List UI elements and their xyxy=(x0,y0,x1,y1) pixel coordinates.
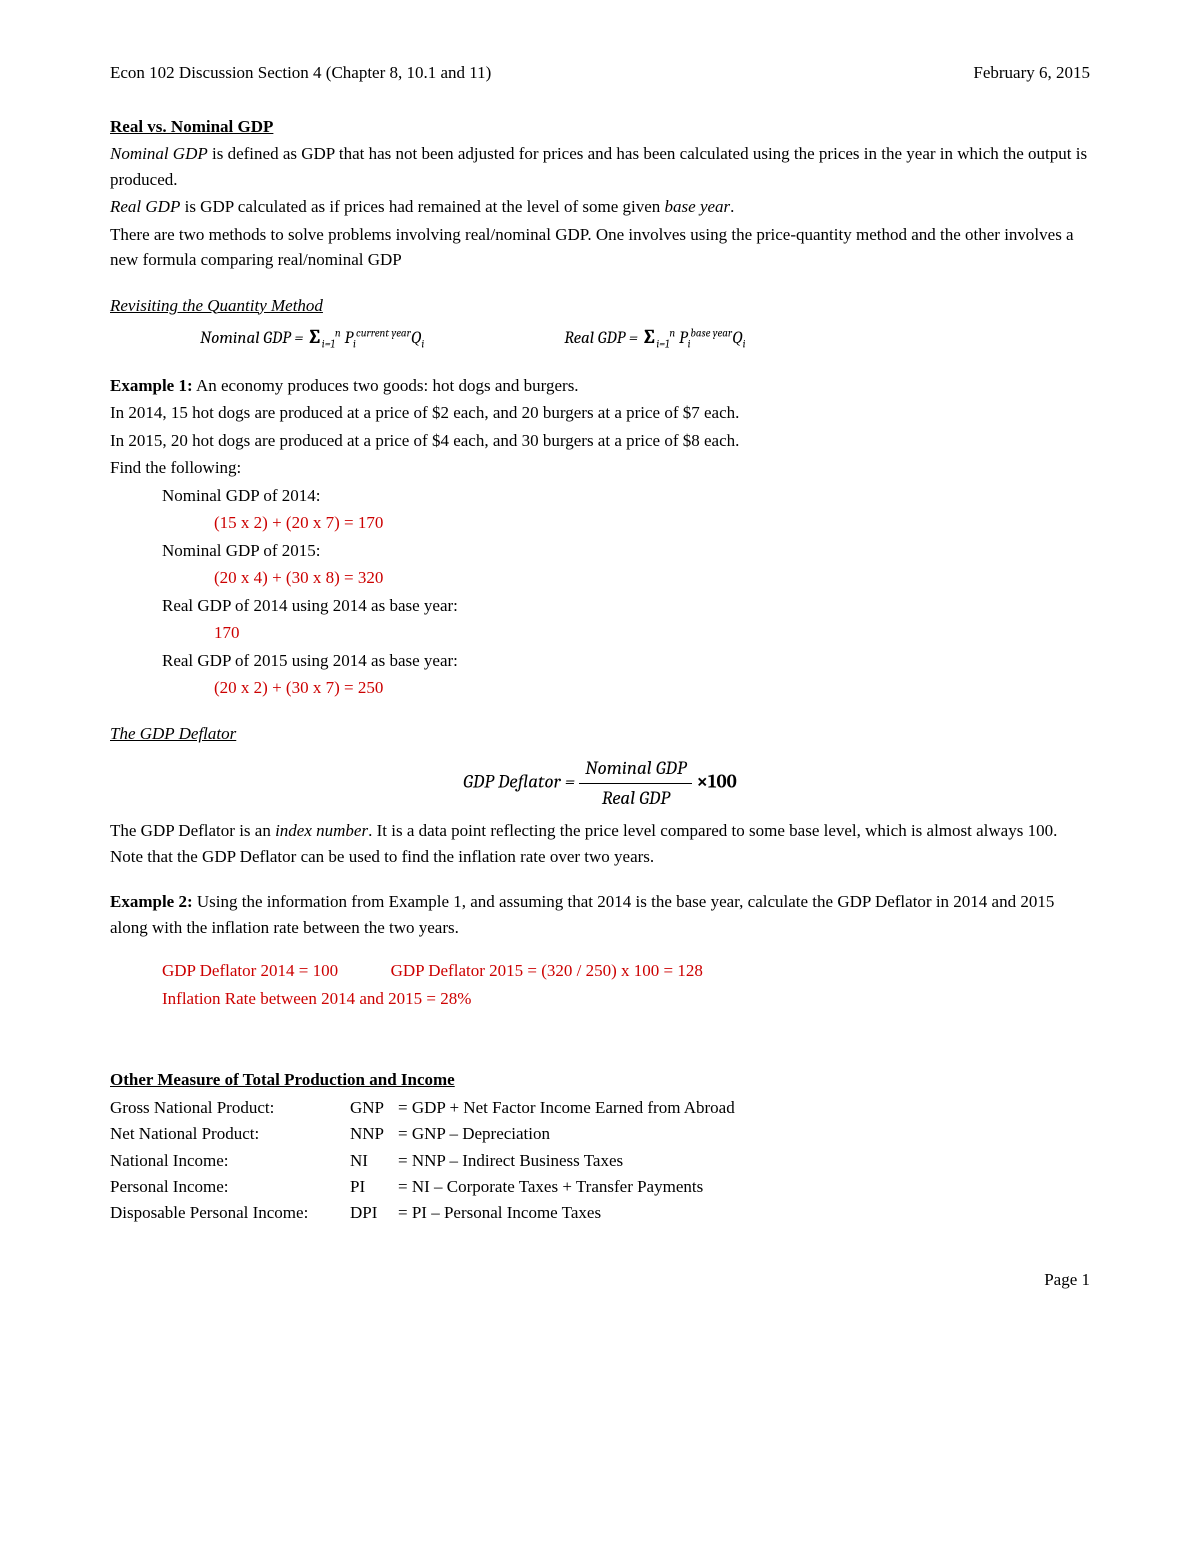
example1-title: Example 1: xyxy=(110,376,193,395)
sum-symbol: ∑ xyxy=(307,325,322,348)
header-left: Econ 102 Discussion Section 4 (Chapter 8… xyxy=(110,60,491,86)
nominal-gdp-formula: Nominal GDP = ∑i=1n Picurrent yearQi xyxy=(110,322,424,353)
example2-ans2: Inflation Rate between 2014 and 2015 = 2… xyxy=(110,986,1090,1012)
measure-symbol: NI xyxy=(350,1148,398,1174)
measure-symbol: NNP xyxy=(350,1121,398,1147)
nominal-gdp-definition: Nominal GDP is defined as GDP that has n… xyxy=(110,141,1090,192)
example1-intro: Example 1: An economy produces two goods… xyxy=(110,373,1090,399)
q-var: Q xyxy=(411,329,422,348)
measure-label: National Income: xyxy=(110,1148,350,1174)
measure-symbol: PI xyxy=(350,1174,398,1200)
p-var: P xyxy=(341,329,353,348)
frac-top: Nominal GDP xyxy=(579,754,692,784)
methods-text: There are two methods to solve problems … xyxy=(110,222,1090,273)
example1-find: Find the following: xyxy=(110,455,1090,481)
example2-title: Example 2: xyxy=(110,892,193,911)
measure-label: Personal Income: xyxy=(110,1174,350,1200)
header-right: February 6, 2015 xyxy=(973,60,1090,86)
real-gdp-formula: Real GDP = ∑i=1n Pibase yearQi xyxy=(424,322,745,353)
term-nominal-gdp: Nominal GDP xyxy=(110,144,208,163)
example1-a4: (20 x 2) + (30 x 7) = 250 xyxy=(110,675,1090,701)
measure-def: = NNP – Indirect Business Taxes xyxy=(398,1148,623,1174)
real-label: Real GDP = xyxy=(564,329,641,348)
real-def-text-1: is GDP calculated as if prices had remai… xyxy=(180,197,664,216)
subhead-quantity-method: Revisiting the Quantity Method xyxy=(110,293,1090,319)
other-measures-block: Other Measure of Total Production and In… xyxy=(110,1067,1090,1226)
measures-heading: Other Measure of Total Production and In… xyxy=(110,1067,1090,1093)
nominal-def-text: is defined as GDP that has not been adju… xyxy=(110,144,1087,189)
example2-ans1a: GDP Deflator 2014 = 100 xyxy=(162,961,338,980)
sum-sub: i=1 xyxy=(322,337,335,350)
measures-row: Gross National Product: GNP = GDP + Net … xyxy=(110,1095,1090,1121)
p-sup-current: current year xyxy=(356,326,411,339)
subhead-gdp-deflator: The GDP Deflator xyxy=(110,721,1090,747)
term-index-number: index number xyxy=(275,821,368,840)
quantity-method-block: Revisiting the Quantity Method Nominal G… xyxy=(110,293,1090,353)
measure-label: Disposable Personal Income: xyxy=(110,1200,350,1226)
example2-ans1b: GDP Deflator 2015 = (320 / 250) x 100 = … xyxy=(391,961,703,980)
measure-label: Net National Product: xyxy=(110,1121,350,1147)
measure-symbol: GNP xyxy=(350,1095,398,1121)
page-footer: Page 1 xyxy=(110,1267,1090,1293)
example-1: Example 1: An economy produces two goods… xyxy=(110,373,1090,701)
example1-q2: Nominal GDP of 2015: xyxy=(110,538,1090,564)
example1-a1: (15 x 2) + (20 x 7) = 170 xyxy=(110,510,1090,536)
measure-def: = GNP – Depreciation xyxy=(398,1121,550,1147)
measure-label: Gross National Product: xyxy=(110,1095,350,1121)
example-2: Example 2: Using the information from Ex… xyxy=(110,889,1090,1011)
deflator-lhs: GDP Deflator = xyxy=(463,771,579,793)
q-var: Q xyxy=(732,329,743,348)
example1-q4: Real GDP of 2015 using 2014 as base year… xyxy=(110,648,1090,674)
measure-def: = NI – Corporate Taxes + Transfer Paymen… xyxy=(398,1174,703,1200)
deflator-desc-1: The GDP Deflator is an xyxy=(110,821,275,840)
measures-row: Personal Income: PI = NI – Corporate Tax… xyxy=(110,1174,1090,1200)
measures-row: Net National Product: NNP = GNP – Deprec… xyxy=(110,1121,1090,1147)
section-real-vs-nominal: Real vs. Nominal GDP Nominal GDP is defi… xyxy=(110,114,1090,273)
example2-intro-text: Using the information from Example 1, an… xyxy=(110,892,1054,937)
example1-q1: Nominal GDP of 2014: xyxy=(110,483,1090,509)
example1-line2: In 2015, 20 hot dogs are produced at a p… xyxy=(110,428,1090,454)
nominal-label: Nominal GDP = xyxy=(200,329,307,348)
p-sup-base: base year xyxy=(690,326,732,339)
example1-a3: 170 xyxy=(110,620,1090,646)
term-real-gdp: Real GDP xyxy=(110,197,180,216)
example1-intro-text: An economy produces two goods: hot dogs … xyxy=(193,376,579,395)
q-sub: i xyxy=(743,337,746,350)
measures-row: National Income: NI = NNP – Indirect Bus… xyxy=(110,1148,1090,1174)
term-base-year: base year xyxy=(665,197,731,216)
p-var: P xyxy=(675,329,687,348)
example1-line1: In 2014, 15 hot dogs are produced at a p… xyxy=(110,400,1090,426)
measures-row: Disposable Personal Income: DPI = PI – P… xyxy=(110,1200,1090,1226)
sum-sub: i=1 xyxy=(656,337,669,350)
sum-symbol: ∑ xyxy=(642,325,657,348)
example1-q3: Real GDP of 2014 using 2014 as base year… xyxy=(110,593,1090,619)
real-gdp-definition: Real GDP is GDP calculated as if prices … xyxy=(110,194,1090,220)
example2-intro: Example 2: Using the information from Ex… xyxy=(110,889,1090,940)
example1-a2: (20 x 4) + (30 x 8) = 320 xyxy=(110,565,1090,591)
real-def-text-2: . xyxy=(730,197,734,216)
measure-def: = GDP + Net Factor Income Earned from Ab… xyxy=(398,1095,735,1121)
frac-bot: Real GDP xyxy=(579,784,692,813)
measures-table: Gross National Product: GNP = GDP + Net … xyxy=(110,1095,1090,1227)
quantity-formulas: Nominal GDP = ∑i=1n Picurrent yearQi Rea… xyxy=(110,322,1090,353)
deflator-description: The GDP Deflator is an index number. It … xyxy=(110,818,1090,869)
measure-symbol: DPI xyxy=(350,1200,398,1226)
gdp-deflator-block: The GDP Deflator GDP Deflator = Nominal … xyxy=(110,721,1090,870)
measure-def: = PI – Personal Income Taxes xyxy=(398,1200,601,1226)
times-100: ×100 xyxy=(697,771,737,793)
page-header: Econ 102 Discussion Section 4 (Chapter 8… xyxy=(110,60,1090,86)
deflator-fraction: Nominal GDP Real GDP xyxy=(579,754,692,812)
section-heading: Real vs. Nominal GDP xyxy=(110,114,1090,140)
deflator-formula: GDP Deflator = Nominal GDP Real GDP ×100 xyxy=(110,754,1090,812)
example2-answer-row1: GDP Deflator 2014 = 100 GDP Deflator 201… xyxy=(110,958,1090,984)
